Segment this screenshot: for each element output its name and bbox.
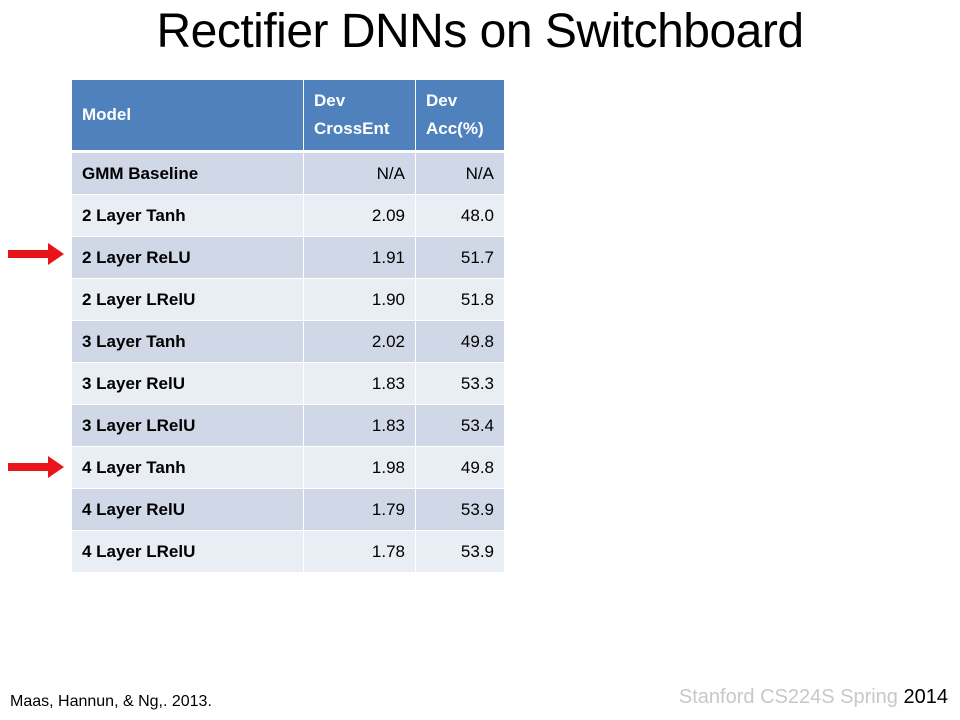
header-dev-acc-line2: Acc(%): [426, 119, 484, 138]
citation: Maas, Hannun, & Ng,. 2013.: [10, 693, 212, 710]
cell-model: 3 Layer LRelU: [72, 404, 304, 447]
cell-acc: 53.9: [415, 530, 505, 573]
cell-crossent: 1.98: [303, 446, 416, 489]
table-row: 2 Layer ReLU 1.91 51.7: [72, 236, 505, 279]
footer-course: Stanford CS224S Spring: [678, 686, 904, 708]
cell-crossent: 1.83: [303, 362, 416, 405]
cell-model: 2 Layer ReLU: [72, 236, 304, 279]
right-arrow-icon: [8, 456, 64, 478]
header-dev-acc-line1: Dev: [426, 91, 458, 110]
cell-acc: 48.0: [415, 194, 505, 237]
cell-crossent: 1.83: [303, 404, 416, 447]
cell-model: 4 Layer Tanh: [72, 446, 304, 489]
cell-crossent: 1.90: [303, 278, 416, 321]
cell-crossent: N/A: [303, 151, 416, 195]
right-arrow-icon: [8, 243, 64, 265]
cell-model: 2 Layer Tanh: [72, 194, 304, 237]
cell-model: 3 Layer Tanh: [72, 320, 304, 363]
table-row: 3 Layer RelU 1.83 53.3: [72, 362, 505, 405]
cell-model: GMM Baseline: [72, 151, 304, 195]
table-row: 3 Layer Tanh 2.02 49.8: [72, 320, 505, 363]
cell-acc: 53.9: [415, 488, 505, 531]
cell-acc: 51.7: [415, 236, 505, 279]
cell-crossent: 1.79: [303, 488, 416, 531]
table-header-row: Model Dev CrossEnt Dev Acc(%): [72, 80, 505, 153]
table-row: 3 Layer LRelU 1.83 53.4: [72, 404, 505, 447]
cell-model: 4 Layer RelU: [72, 488, 304, 531]
header-model: Model: [72, 80, 304, 153]
header-dev-acc: Dev Acc(%): [415, 80, 505, 153]
table-row: 2 Layer LRelU 1.90 51.8: [72, 278, 505, 321]
cell-acc: 49.8: [415, 320, 505, 363]
header-dev-crossent: Dev CrossEnt: [303, 80, 416, 153]
table-row: 4 Layer LRelU 1.78 53.9: [72, 530, 505, 573]
results-table: Model Dev CrossEnt Dev Acc(%) GMM Baseli…: [72, 80, 505, 573]
cell-acc: 51.8: [415, 278, 505, 321]
table-row: 4 Layer RelU 1.79 53.9: [72, 488, 505, 531]
header-dev-crossent-line1: Dev: [314, 91, 346, 110]
slide-footer: Stanford CS224S Spring 2014: [679, 686, 948, 709]
cell-crossent: 2.09: [303, 194, 416, 237]
cell-model: 3 Layer RelU: [72, 362, 304, 405]
cell-crossent: 2.02: [303, 320, 416, 363]
footer-year: 2014: [903, 686, 949, 708]
cell-crossent: 1.91: [303, 236, 416, 279]
cell-acc: 49.8: [415, 446, 505, 489]
table-row: GMM Baseline N/A N/A: [72, 151, 505, 195]
cell-model: 2 Layer LRelU: [72, 278, 304, 321]
slide-title: Rectifier DNNs on Switchboard: [156, 5, 804, 58]
cell-acc: N/A: [415, 151, 505, 195]
table-row: 2 Layer Tanh 2.09 48.0: [72, 194, 505, 237]
cell-model: 4 Layer LRelU: [72, 530, 304, 573]
table-row: 4 Layer Tanh 1.98 49.8: [72, 446, 505, 489]
cell-acc: 53.4: [415, 404, 505, 447]
cell-acc: 53.3: [415, 362, 505, 405]
header-dev-crossent-line2: CrossEnt: [314, 119, 390, 138]
cell-crossent: 1.78: [303, 530, 416, 573]
